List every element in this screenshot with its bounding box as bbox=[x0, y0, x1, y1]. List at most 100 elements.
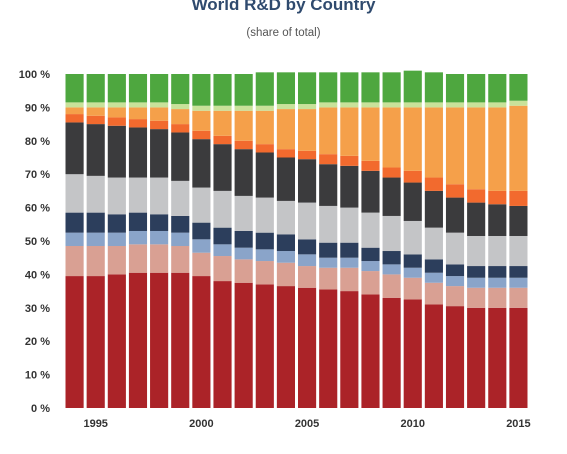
bar-segment-2005-5 bbox=[298, 159, 317, 203]
bar-stack-2010 bbox=[403, 70, 422, 408]
bar-segment-2001-2 bbox=[213, 244, 232, 257]
bar-segment-2004-6 bbox=[276, 149, 295, 158]
bar-segment-2001-9 bbox=[213, 74, 232, 106]
bar-segment-1994-1 bbox=[65, 246, 84, 277]
y-tick-label: 80 % bbox=[25, 136, 50, 148]
bar-segment-2006-1 bbox=[319, 267, 338, 290]
bar-segment-1994-8 bbox=[65, 102, 84, 108]
bar-segment-2004-0 bbox=[276, 286, 295, 408]
bar-segment-2010-1 bbox=[403, 277, 422, 300]
bar-segment-2015-3 bbox=[509, 266, 528, 278]
bar-segment-2011-4 bbox=[424, 227, 443, 260]
bar-segment-2013-8 bbox=[467, 102, 486, 108]
bar-segment-2003-4 bbox=[255, 197, 274, 233]
bar-segment-1994-7 bbox=[65, 107, 84, 115]
bar-segment-1999-6 bbox=[171, 124, 190, 133]
bar-segment-2002-3 bbox=[234, 230, 253, 248]
bar-segment-2003-9 bbox=[255, 72, 274, 106]
bar-segment-1994-9 bbox=[65, 74, 84, 103]
bar-segment-1996-3 bbox=[107, 214, 126, 233]
bar-segment-1995-5 bbox=[86, 124, 105, 176]
bar-segment-2015-2 bbox=[509, 277, 528, 288]
bar-segment-2014-9 bbox=[488, 74, 507, 103]
bar-segment-1998-6 bbox=[150, 120, 169, 130]
chart-title: World R&D by Country bbox=[191, 0, 376, 14]
bar-segment-2000-3 bbox=[192, 222, 211, 240]
bar-segment-2008-3 bbox=[361, 247, 380, 262]
bar-segment-2004-7 bbox=[276, 109, 295, 150]
bar-segment-2011-9 bbox=[424, 72, 443, 103]
bar-segment-2011-5 bbox=[424, 190, 443, 228]
bar-segment-1999-3 bbox=[171, 215, 190, 233]
bar-segment-2011-1 bbox=[424, 282, 443, 305]
bar-segment-2001-5 bbox=[213, 144, 232, 191]
bar-segment-2008-0 bbox=[361, 294, 380, 408]
bar-segment-2004-8 bbox=[276, 104, 295, 110]
bar-segment-2011-0 bbox=[424, 304, 443, 408]
bar-segment-1998-3 bbox=[150, 214, 169, 231]
bar-segment-1998-9 bbox=[150, 74, 169, 103]
bar-stack-2006 bbox=[319, 72, 338, 408]
bar-stack-2011 bbox=[424, 72, 443, 408]
bar-segment-2006-4 bbox=[319, 205, 338, 243]
bar-segment-2007-6 bbox=[340, 155, 359, 166]
bar-segment-2005-6 bbox=[298, 150, 317, 160]
bar-segment-2010-5 bbox=[403, 182, 422, 221]
bar-stack-2000 bbox=[192, 74, 211, 408]
bar-segment-2013-6 bbox=[467, 189, 486, 203]
bar-segment-2014-6 bbox=[488, 190, 507, 205]
bar-segment-1996-6 bbox=[107, 117, 126, 126]
bar-segment-1995-7 bbox=[86, 107, 105, 116]
bar-segment-1995-4 bbox=[86, 175, 105, 213]
bar-segment-1994-4 bbox=[65, 174, 84, 213]
bar-segment-2003-6 bbox=[255, 144, 274, 153]
bar-segment-1996-4 bbox=[107, 177, 126, 215]
bar-segment-2000-5 bbox=[192, 139, 211, 188]
bar-segment-2006-0 bbox=[319, 289, 338, 408]
bar-segment-2000-2 bbox=[192, 239, 211, 253]
bar-segment-2004-2 bbox=[276, 251, 295, 263]
bar-segment-1997-1 bbox=[128, 244, 148, 273]
bar-segment-2008-1 bbox=[361, 271, 380, 295]
bar-segment-2003-5 bbox=[255, 152, 274, 198]
y-tick-label: 100 % bbox=[19, 69, 50, 81]
bar-segment-2012-4 bbox=[445, 232, 465, 265]
bar-segment-2003-2 bbox=[255, 249, 274, 262]
bar-segment-2009-5 bbox=[382, 177, 401, 216]
bar-segment-2005-4 bbox=[298, 202, 317, 240]
bar-segment-2002-1 bbox=[234, 259, 253, 283]
bar-segment-2007-4 bbox=[340, 207, 359, 243]
bar-segment-1995-6 bbox=[86, 115, 105, 125]
bar-segment-2015-4 bbox=[509, 235, 528, 267]
bar-segment-2001-1 bbox=[213, 256, 232, 282]
bar-segment-2006-7 bbox=[319, 107, 338, 155]
x-tick-label: 1995 bbox=[83, 418, 107, 430]
bar-segment-2000-0 bbox=[192, 276, 211, 408]
bar-segment-2014-7 bbox=[488, 107, 507, 191]
bar-stack-2001 bbox=[213, 74, 232, 408]
bar-segment-1997-0 bbox=[128, 272, 148, 408]
bar-segment-2006-8 bbox=[319, 102, 338, 108]
bar-segment-2007-1 bbox=[340, 267, 359, 292]
bar-segment-2000-4 bbox=[192, 187, 211, 223]
bar-segment-2000-8 bbox=[192, 105, 211, 111]
bar-stack-2005 bbox=[298, 72, 317, 408]
bar-segment-2005-9 bbox=[298, 72, 317, 105]
bar-segment-2005-8 bbox=[298, 104, 317, 110]
bar-segment-1996-7 bbox=[107, 107, 126, 118]
bar-segment-2013-4 bbox=[467, 235, 486, 267]
bar-segment-1996-8 bbox=[107, 102, 126, 108]
bar-segment-2004-4 bbox=[276, 200, 295, 235]
bar-stack-2013 bbox=[467, 74, 486, 408]
bar-segment-2014-4 bbox=[488, 235, 507, 267]
bar-stack-1999 bbox=[171, 74, 190, 408]
bar-segment-1997-2 bbox=[128, 230, 148, 245]
bar-segment-2001-6 bbox=[213, 135, 232, 145]
bar-segment-2014-0 bbox=[488, 307, 507, 408]
bar-segment-2007-5 bbox=[340, 165, 359, 208]
bar-segment-2012-5 bbox=[445, 197, 465, 233]
bar-segment-1997-4 bbox=[128, 177, 148, 213]
bar-segment-2006-6 bbox=[319, 154, 338, 165]
